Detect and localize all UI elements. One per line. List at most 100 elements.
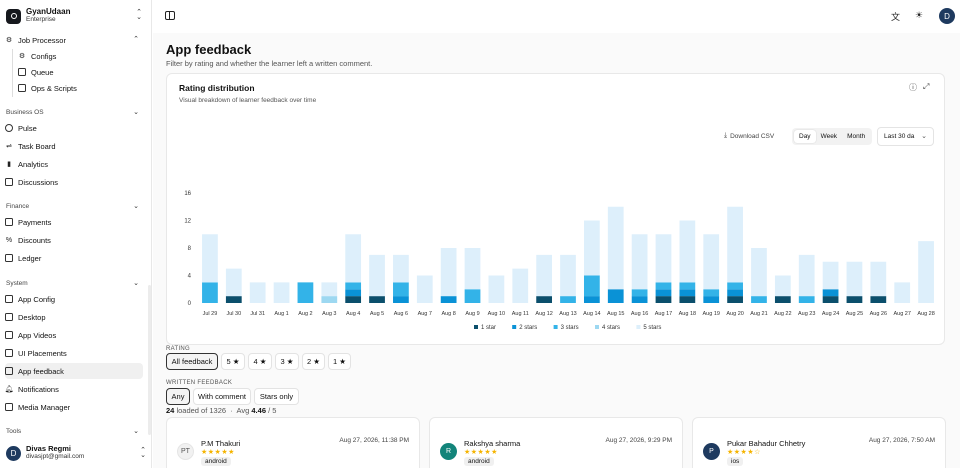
star-rating: ★★★★☆: [727, 449, 761, 456]
org-name: GyanUdaan: [26, 7, 71, 16]
legend-swatch: [512, 325, 517, 329]
x-tick-label: Aug 3: [322, 311, 336, 317]
y-tick-label: 4: [188, 274, 192, 280]
chevrons-up-down-icon: ⌃ ⌄: [136, 9, 142, 21]
bar-segment: [536, 296, 553, 303]
nav-ops-scripts[interactable]: Ops & Scripts: [18, 80, 143, 96]
range-select[interactable]: Last 30 da ⌄: [877, 127, 934, 146]
board-icon: ⇌: [6, 143, 12, 150]
bar-segment: [393, 254, 409, 283]
feedback-card[interactable]: PT P.M Thakuri ★★★★★ android Aug 27, 202…: [166, 417, 420, 468]
bar-segment: [751, 248, 767, 297]
nav-app-feedback[interactable]: App feedback: [5, 363, 143, 379]
nav-task-board[interactable]: ⇌ Task Board: [5, 138, 143, 154]
bar-segment: [774, 275, 791, 297]
bar-segment: [727, 296, 743, 303]
bar-segment: [393, 296, 409, 303]
period-month-button[interactable]: Month: [847, 133, 866, 140]
nav-label: Discounts: [18, 235, 51, 245]
bar-segment: [703, 289, 720, 297]
bar-segment: [751, 296, 767, 303]
pulse-icon: [5, 124, 13, 132]
section-finance: Finance: [6, 203, 30, 210]
nav-notifications[interactable]: 🔔︎ Notifications: [5, 381, 143, 397]
nav-pulse[interactable]: Pulse: [5, 120, 143, 136]
nav-desktop[interactable]: Desktop: [5, 309, 143, 325]
bar-segment: [703, 234, 720, 290]
bar-segment: [607, 289, 624, 303]
platform-badge: ios: [727, 457, 744, 466]
chevron-down-icon[interactable]: ⌄: [133, 280, 139, 287]
sidebar-scrollbar[interactable]: [148, 285, 151, 435]
bar-segment: [560, 254, 576, 297]
nav-ui-placements[interactable]: UI Placements: [5, 345, 143, 361]
nav-payments[interactable]: Payments: [5, 214, 143, 230]
bar-segment: [321, 296, 338, 303]
feedback-card[interactable]: R Rakshya sharma ★★★★★ android Aug 27, 2…: [429, 417, 683, 468]
org-plan: Enterprise: [26, 16, 56, 23]
x-tick-label: Aug 10: [488, 311, 505, 317]
legend-swatch: [553, 325, 558, 329]
nav-configs[interactable]: ⚙ Configs: [18, 48, 143, 64]
x-tick-label: Aug 1: [274, 311, 288, 317]
filter-stars-only[interactable]: Stars only: [254, 388, 299, 405]
written-filter-label: WRITTEN FEEDBACK: [166, 380, 233, 386]
bar-segment: [225, 268, 242, 297]
nav-discussions[interactable]: Discussions: [5, 174, 143, 190]
filter-4-star[interactable]: 4 ★: [248, 353, 272, 370]
nav-app-videos[interactable]: App Videos: [5, 327, 143, 343]
nav-label: Configs: [31, 51, 57, 61]
filter-5-star[interactable]: 5 ★: [221, 353, 245, 370]
filter-1-star[interactable]: 1 ★: [328, 353, 351, 370]
org-logo-icon: [6, 8, 21, 24]
chevrons-up-down-icon: ⌃ ⌄: [140, 447, 146, 459]
nav-media-manager[interactable]: Media Manager: [5, 399, 143, 415]
bar-segment: [464, 248, 481, 290]
bar-segment: [416, 275, 433, 303]
legend-label: 5 stars: [643, 325, 661, 331]
avatar[interactable]: D: [939, 8, 955, 24]
nav-label: Desktop: [18, 312, 46, 322]
rating-distribution-card: Rating distribution Visual breakdown of …: [166, 73, 945, 345]
nav-queue[interactable]: Queue: [18, 64, 143, 80]
nav-discounts[interactable]: % Discounts: [5, 232, 143, 248]
bar-segment: [202, 282, 218, 303]
message-icon: [5, 178, 13, 186]
percent-icon: %: [5, 236, 13, 244]
credit-card-icon: [5, 218, 13, 226]
expand-icon[interactable]: ⤢: [923, 82, 930, 91]
x-tick-label: Aug 14: [583, 311, 600, 317]
download-csv-button[interactable]: ⤓ Download CSV: [724, 132, 774, 140]
period-day-button[interactable]: Day: [794, 130, 816, 143]
chevron-down-icon[interactable]: ⌄: [133, 203, 139, 210]
chevron-down-icon[interactable]: ⌄: [133, 109, 139, 116]
feedback-card[interactable]: P Pukar Bahadur Chhetry ★★★★☆ ios Aug 27…: [692, 417, 946, 468]
nav-ledger[interactable]: Ledger: [5, 250, 143, 266]
nav-app-config[interactable]: App Config: [5, 291, 143, 307]
stack-icon: [18, 68, 26, 76]
topbar: 文 ☀ D: [153, 0, 960, 33]
star-rating: ★★★★★: [464, 449, 498, 456]
filter-2-star[interactable]: 2 ★: [302, 353, 325, 370]
user-menu[interactable]: D Divas Regmi divasjpt@gmail.com ⌃ ⌄: [6, 443, 148, 463]
filter-all-feedback[interactable]: All feedback: [166, 353, 218, 370]
filter-3-star[interactable]: 3 ★: [275, 353, 299, 370]
bell-icon: 🔔︎: [4, 386, 14, 393]
language-icon[interactable]: 文: [891, 12, 901, 22]
chevron-up-icon[interactable]: ⌃: [133, 36, 139, 43]
legend-label: 1 star: [481, 325, 496, 331]
x-tick-label: Aug 18: [679, 311, 696, 317]
period-week-button[interactable]: Week: [820, 133, 838, 140]
section-system: System: [6, 280, 28, 287]
sun-icon[interactable]: ☀: [915, 10, 924, 20]
nav-analytics[interactable]: ▮ Analytics: [5, 156, 143, 172]
sidebar-toggle-icon[interactable]: [165, 11, 175, 20]
nav-job-processor[interactable]: ⚙ Job Processor: [5, 32, 143, 48]
rating-filter-label: RATING: [166, 346, 191, 352]
filter-any[interactable]: Any: [166, 388, 190, 405]
filter-with-comment[interactable]: With comment: [193, 388, 251, 405]
x-tick-label: Aug 16: [631, 311, 648, 317]
org-switcher[interactable]: GyanUdaan Enterprise ⌃ ⌄: [6, 7, 146, 25]
chevron-down-icon[interactable]: ⌄: [133, 428, 139, 435]
info-icon[interactable]: ⓘ: [909, 83, 917, 92]
